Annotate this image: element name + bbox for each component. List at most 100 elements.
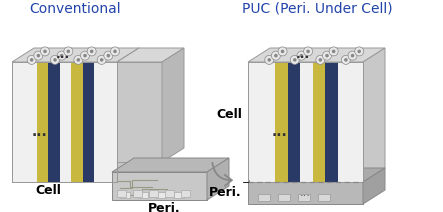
Polygon shape bbox=[12, 48, 139, 62]
Circle shape bbox=[290, 55, 299, 64]
Bar bbox=[318, 194, 330, 201]
Polygon shape bbox=[248, 62, 363, 182]
Circle shape bbox=[299, 54, 303, 57]
Bar bbox=[350, 62, 363, 182]
Circle shape bbox=[30, 58, 34, 62]
Bar bbox=[25, 62, 37, 182]
Polygon shape bbox=[112, 172, 207, 200]
Circle shape bbox=[355, 47, 364, 56]
Bar bbox=[60, 62, 71, 182]
Circle shape bbox=[274, 54, 278, 57]
Circle shape bbox=[90, 50, 93, 53]
Bar bbox=[133, 190, 142, 197]
Text: ...: ... bbox=[272, 125, 288, 139]
Polygon shape bbox=[117, 62, 162, 162]
Circle shape bbox=[113, 50, 117, 53]
Text: Cell: Cell bbox=[36, 184, 62, 197]
Bar bbox=[120, 192, 130, 198]
Circle shape bbox=[329, 47, 338, 56]
Polygon shape bbox=[207, 158, 229, 200]
Circle shape bbox=[51, 55, 59, 64]
Circle shape bbox=[66, 50, 70, 53]
Bar bbox=[105, 62, 117, 182]
Circle shape bbox=[332, 50, 335, 53]
Circle shape bbox=[281, 50, 284, 53]
Circle shape bbox=[77, 58, 80, 62]
Circle shape bbox=[319, 58, 322, 62]
Polygon shape bbox=[248, 48, 385, 62]
Bar bbox=[165, 190, 174, 197]
Circle shape bbox=[272, 51, 280, 60]
Circle shape bbox=[342, 55, 350, 64]
Bar bbox=[300, 62, 313, 182]
Bar bbox=[313, 62, 325, 182]
Bar bbox=[181, 190, 190, 197]
Circle shape bbox=[74, 55, 83, 64]
Circle shape bbox=[83, 54, 87, 57]
Circle shape bbox=[110, 47, 120, 56]
Polygon shape bbox=[248, 182, 363, 204]
Bar bbox=[48, 62, 60, 182]
Text: PUC (Peri. Under Cell): PUC (Peri. Under Cell) bbox=[242, 2, 392, 16]
Circle shape bbox=[268, 58, 271, 62]
Bar bbox=[263, 62, 275, 182]
Circle shape bbox=[297, 51, 306, 60]
Circle shape bbox=[60, 54, 63, 57]
Circle shape bbox=[36, 54, 40, 57]
Bar bbox=[258, 194, 270, 201]
Polygon shape bbox=[162, 48, 184, 162]
Polygon shape bbox=[112, 158, 229, 172]
Bar bbox=[275, 62, 288, 182]
Polygon shape bbox=[117, 48, 184, 62]
Circle shape bbox=[303, 47, 313, 56]
Polygon shape bbox=[117, 48, 139, 182]
Bar bbox=[138, 192, 148, 198]
Bar bbox=[94, 62, 105, 182]
Polygon shape bbox=[12, 62, 117, 182]
Bar bbox=[117, 190, 126, 197]
Circle shape bbox=[34, 51, 43, 60]
Bar bbox=[298, 194, 310, 201]
Circle shape bbox=[323, 51, 331, 60]
Bar bbox=[14, 62, 25, 182]
Text: ...: ... bbox=[300, 188, 311, 198]
Bar bbox=[83, 62, 94, 182]
Polygon shape bbox=[248, 168, 385, 182]
Text: Peri.: Peri. bbox=[148, 201, 181, 212]
Circle shape bbox=[87, 47, 96, 56]
Bar bbox=[37, 62, 48, 182]
Circle shape bbox=[325, 54, 329, 57]
Text: Conventional: Conventional bbox=[29, 2, 121, 16]
Circle shape bbox=[43, 50, 47, 53]
Bar bbox=[71, 62, 83, 182]
FancyArrowPatch shape bbox=[212, 163, 232, 186]
Circle shape bbox=[265, 55, 274, 64]
Circle shape bbox=[40, 47, 50, 56]
Text: Peri.: Peri. bbox=[210, 187, 242, 199]
Bar bbox=[325, 62, 338, 182]
Bar bbox=[174, 192, 184, 198]
Circle shape bbox=[316, 55, 325, 64]
Circle shape bbox=[97, 55, 106, 64]
Circle shape bbox=[306, 50, 310, 53]
Text: Cell: Cell bbox=[216, 107, 242, 120]
Text: ...: ... bbox=[56, 49, 70, 61]
Circle shape bbox=[81, 51, 89, 60]
Text: ...: ... bbox=[295, 49, 310, 61]
Circle shape bbox=[53, 58, 57, 62]
Circle shape bbox=[293, 58, 296, 62]
Circle shape bbox=[106, 54, 110, 57]
Circle shape bbox=[27, 55, 36, 64]
Polygon shape bbox=[363, 48, 385, 182]
Bar bbox=[149, 190, 158, 197]
Circle shape bbox=[348, 51, 357, 60]
Bar bbox=[156, 192, 166, 198]
Circle shape bbox=[351, 54, 354, 57]
Bar bbox=[250, 62, 263, 182]
Circle shape bbox=[104, 51, 113, 60]
Circle shape bbox=[57, 51, 66, 60]
Circle shape bbox=[344, 58, 348, 62]
Bar bbox=[288, 62, 300, 182]
Bar bbox=[278, 194, 290, 201]
Polygon shape bbox=[363, 168, 385, 204]
